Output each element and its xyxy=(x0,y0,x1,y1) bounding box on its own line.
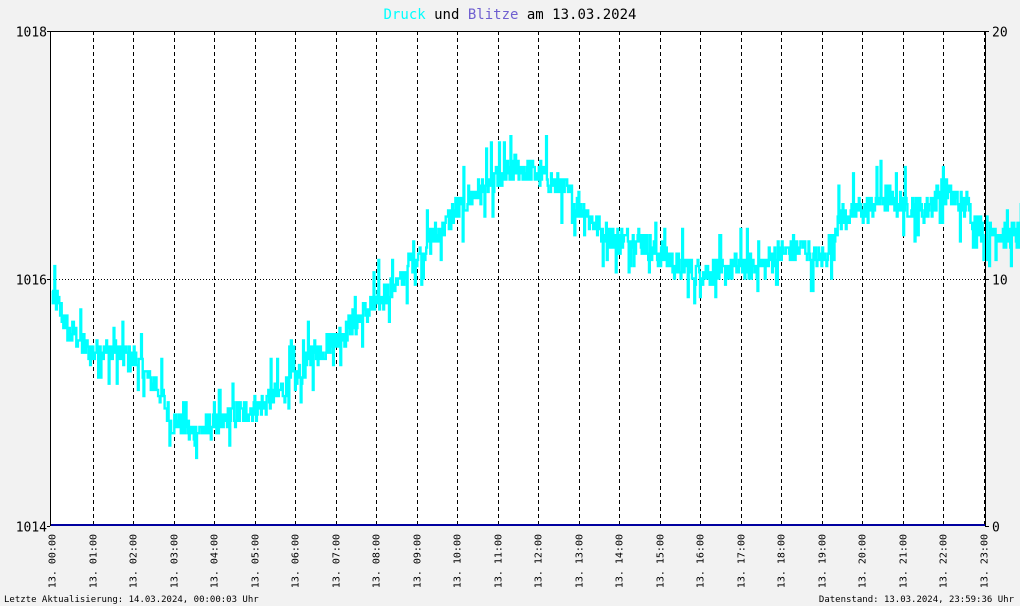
x-tick-label: 13. 14:00 xyxy=(615,534,626,588)
x-tick-label: 13. 13:00 xyxy=(575,534,586,588)
x-tick-label: 13. 04:00 xyxy=(210,534,221,588)
y-left-tick-label: 1014 xyxy=(16,521,47,536)
axes xyxy=(47,31,989,527)
x-tick-label: 13. 20:00 xyxy=(858,534,869,588)
title-druck: Druck xyxy=(384,7,427,23)
footer-last-update: Letzte Aktualisierung: 14.03.2024, 00:00… xyxy=(4,595,259,605)
title-blitze: Blitze xyxy=(468,7,519,23)
grid xyxy=(50,31,985,526)
x-tick-label: 13. 21:00 xyxy=(899,534,910,588)
x-tick-label: 13. 02:00 xyxy=(129,534,140,588)
x-tick-label: 13. 23:00 xyxy=(980,534,991,588)
x-tick-label: 13. 19:00 xyxy=(818,534,829,588)
x-tick-label: 13. 03:00 xyxy=(170,534,181,588)
chart-title: Druck und Blitze am 13.03.2024 xyxy=(384,7,637,23)
x-tick-label: 13. 17:00 xyxy=(737,534,748,588)
x-tick-label: 13. 05:00 xyxy=(251,534,262,588)
x-tick-label: 13. 00:00 xyxy=(48,534,59,588)
y-left-tick-label: 1016 xyxy=(16,274,47,289)
x-tick-label: 13. 09:00 xyxy=(413,534,424,588)
series xyxy=(50,135,1020,526)
x-tick-label: 13. 12:00 xyxy=(534,534,545,588)
x-tick-label: 13. 15:00 xyxy=(656,534,667,588)
tick-labels: 13. 00:00 13. 01:00 13. 02:00 13. 03:00 13. … xyxy=(16,26,1008,589)
x-tick-label: 13. 07:00 xyxy=(332,534,343,588)
y-left-tick-label: 1018 xyxy=(16,26,47,41)
x-tick-label: 13. 11:00 xyxy=(494,534,505,588)
plot-area xyxy=(50,31,985,526)
y-right-tick-label: 0 xyxy=(992,521,1000,536)
x-tick-label: 13. 06:00 xyxy=(291,534,302,588)
x-tick-label: 13. 01:00 xyxy=(89,534,100,588)
y-right-tick-label: 20 xyxy=(992,26,1008,41)
x-tick-label: 13. 10:00 xyxy=(453,534,464,588)
title-und: und xyxy=(426,7,468,23)
title-date: am 13.03.2024 xyxy=(518,7,636,23)
footer-data-status: Datenstand: 13.03.2024, 23:59:36 Uhr xyxy=(819,595,1015,605)
x-tick-label: 13. 16:00 xyxy=(696,534,707,588)
x-tick-label: 13. 22:00 xyxy=(939,534,950,588)
y-right-tick-label: 10 xyxy=(992,274,1008,289)
x-tick-label: 13. 18:00 xyxy=(777,534,788,588)
pressure-series-line xyxy=(51,135,1020,460)
x-tick-label: 13. 08:00 xyxy=(372,534,383,588)
